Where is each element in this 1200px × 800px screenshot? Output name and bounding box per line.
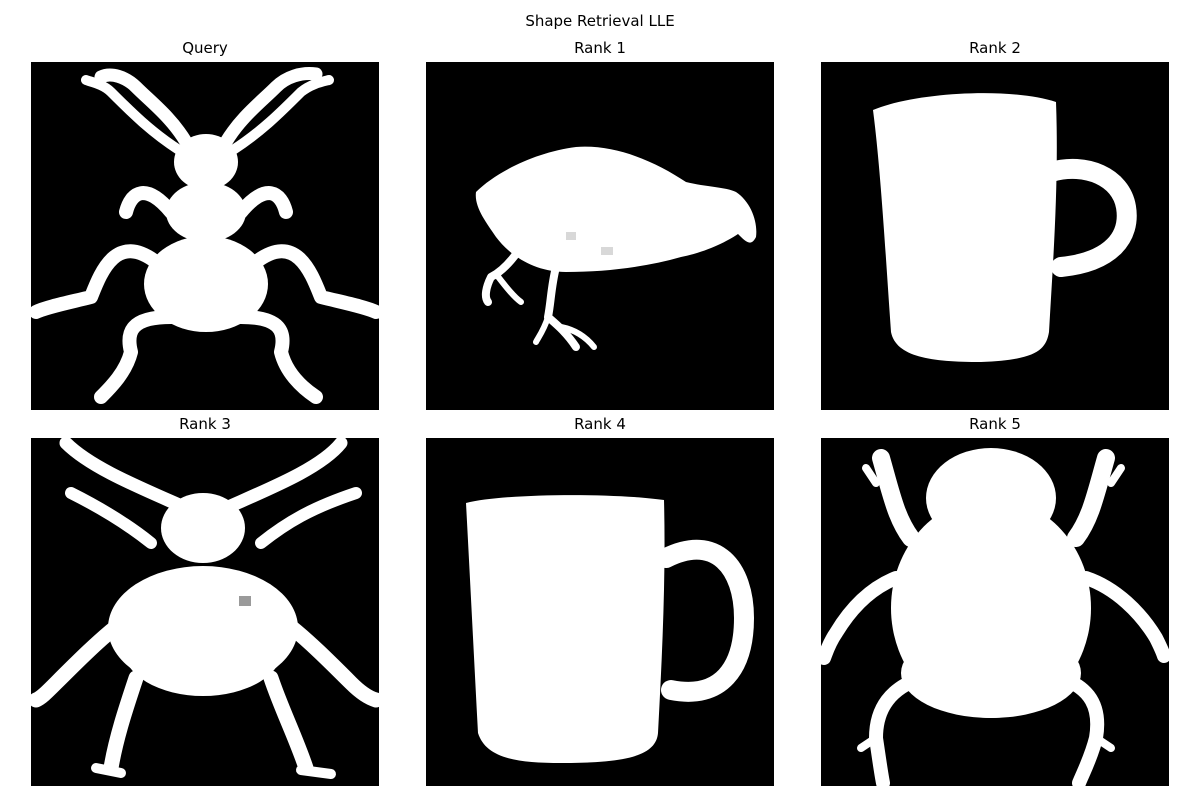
mug-silhouette-icon: [466, 495, 754, 763]
bird-silhouette-icon: [475, 146, 757, 351]
panel-rank-3-image: [31, 438, 379, 786]
panel-query-image: [31, 62, 379, 410]
panel-rank-5-image: [821, 438, 1169, 786]
panel-title-rank-5: Rank 5: [969, 415, 1021, 433]
panel-title-rank-2: Rank 2: [969, 39, 1021, 57]
figure-title: Shape Retrieval LLE: [525, 12, 675, 30]
panel-title-rank-3: Rank 3: [179, 415, 231, 433]
panel-rank-4-image: [426, 438, 774, 786]
beetle-silhouette-icon: [821, 448, 1169, 786]
panel-rank-1-image: [426, 62, 774, 410]
mug-silhouette-icon: [873, 93, 1137, 362]
beetle-silhouette-icon: [31, 67, 379, 404]
panel-title-rank-1: Rank 1: [574, 39, 626, 57]
panel-title-query: Query: [182, 39, 228, 57]
panel-title-rank-4: Rank 4: [574, 415, 626, 433]
beetle-silhouette-icon: [31, 438, 379, 779]
panel-rank-2-image: [821, 62, 1169, 410]
